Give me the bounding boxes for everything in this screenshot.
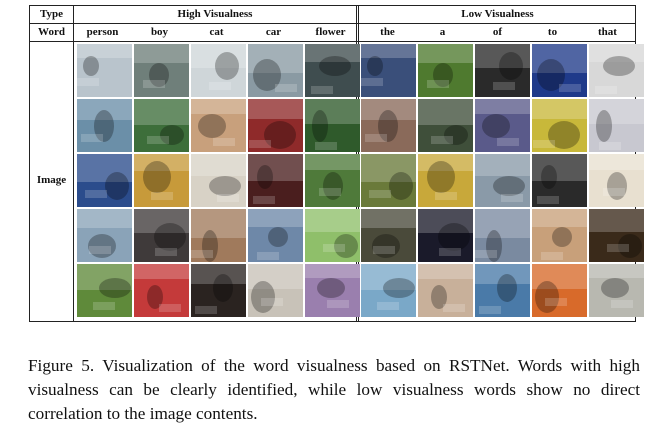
image-thumbnail xyxy=(77,209,132,262)
image-thumbnail xyxy=(361,99,416,152)
image-thumbnail xyxy=(134,44,189,97)
word-header: Word xyxy=(38,26,65,38)
image-thumbnail xyxy=(589,264,644,317)
table-rule xyxy=(30,41,635,42)
image-thumbnail xyxy=(77,264,132,317)
image-thumbnail xyxy=(361,209,416,262)
image-thumbnail xyxy=(77,44,132,97)
image-thumbnail xyxy=(532,209,587,262)
word-label-high: car xyxy=(265,26,282,38)
image-thumbnail xyxy=(134,209,189,262)
image-thumbnail xyxy=(248,209,303,262)
image-thumbnail xyxy=(475,154,530,207)
image-thumbnail xyxy=(305,154,360,207)
image-thumbnail xyxy=(418,154,473,207)
image-thumbnail xyxy=(589,209,644,262)
image-thumbnail xyxy=(191,154,246,207)
image-thumbnail xyxy=(475,99,530,152)
image-thumbnail xyxy=(134,99,189,152)
image-thumbnail xyxy=(589,154,644,207)
image-thumbnail xyxy=(305,264,360,317)
image-thumbnail xyxy=(77,154,132,207)
table-rule xyxy=(73,6,74,321)
image-thumbnail xyxy=(134,154,189,207)
table-rule xyxy=(30,23,635,24)
word-label-high: boy xyxy=(150,26,169,38)
image-thumbnail xyxy=(191,44,246,97)
word-label-low: of xyxy=(492,26,503,38)
image-thumbnail xyxy=(305,99,360,152)
image-thumbnail xyxy=(418,209,473,262)
image-thumbnail xyxy=(305,209,360,262)
image-thumbnail xyxy=(475,264,530,317)
image-thumbnail xyxy=(418,44,473,97)
image-thumbnail xyxy=(77,99,132,152)
image-thumbnail xyxy=(248,44,303,97)
word-label-high: person xyxy=(86,26,119,38)
low-visualness-header: Low Visualness xyxy=(461,8,534,20)
image-thumbnail xyxy=(475,209,530,262)
image-row-label: Image xyxy=(36,174,67,186)
image-thumbnail xyxy=(532,264,587,317)
word-label-low: a xyxy=(439,26,446,38)
image-thumbnail xyxy=(191,209,246,262)
image-thumbnail xyxy=(532,99,587,152)
word-label-low: the xyxy=(380,26,395,38)
word-label-high: flower xyxy=(315,26,346,38)
word-label-low: to xyxy=(547,26,558,38)
image-thumbnail xyxy=(418,99,473,152)
image-thumbnail xyxy=(248,99,303,152)
image-thumbnail xyxy=(361,154,416,207)
image-thumbnail xyxy=(248,154,303,207)
visualness-table: Type High Visualness Low Visualness Word… xyxy=(29,5,644,322)
image-thumbnail xyxy=(532,44,587,97)
image-thumbnail xyxy=(418,264,473,317)
image-thumbnail xyxy=(191,99,246,152)
high-visualness-image-grid xyxy=(77,44,360,317)
image-thumbnail xyxy=(532,154,587,207)
image-thumbnail xyxy=(361,264,416,317)
word-label-low: that xyxy=(598,26,617,38)
word-label-high: cat xyxy=(209,26,224,38)
image-thumbnail xyxy=(305,44,360,97)
image-thumbnail xyxy=(191,264,246,317)
image-thumbnail xyxy=(134,264,189,317)
low-visualness-image-grid xyxy=(361,44,644,317)
type-header: Type xyxy=(39,8,64,20)
image-thumbnail xyxy=(589,99,644,152)
image-thumbnail xyxy=(361,44,416,97)
high-visualness-header: High Visualness xyxy=(177,8,253,20)
figure-caption: Figure 5. Visualization of the word visu… xyxy=(28,356,640,423)
image-thumbnail xyxy=(475,44,530,97)
image-thumbnail xyxy=(248,264,303,317)
image-thumbnail xyxy=(589,44,644,97)
